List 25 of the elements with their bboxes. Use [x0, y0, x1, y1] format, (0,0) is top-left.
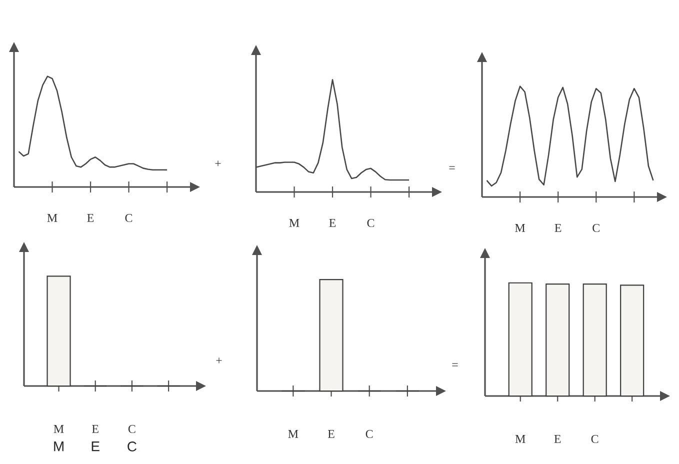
x-tick-label: C — [592, 224, 600, 232]
x-tick-label: E — [554, 224, 562, 232]
x-tick-label: M — [47, 214, 58, 222]
text: E — [92, 442, 100, 452]
x-tick-label: E — [87, 214, 94, 222]
text: + — [215, 160, 221, 166]
text: = — [449, 166, 455, 170]
x-tick-label: M — [515, 435, 526, 443]
text: M — [54, 442, 64, 452]
x-tick-label: C — [366, 430, 373, 438]
x-tick-label: C — [128, 425, 136, 434]
x-tick-label: C — [125, 214, 132, 222]
x-tick-label: M — [515, 224, 526, 232]
x-tick-label: M — [54, 425, 64, 433]
x-tick-label: E — [328, 430, 334, 438]
x-tick-label: E — [92, 425, 98, 433]
x-tick-label: E — [329, 219, 336, 227]
text: + — [216, 358, 222, 364]
x-tick-label: M — [288, 430, 298, 438]
x-tick-label: M — [289, 219, 300, 227]
x-tick-label: E — [554, 435, 561, 443]
x-tick-label: C — [591, 435, 598, 444]
text: = — [452, 363, 458, 366]
text: C — [128, 442, 136, 452]
x-tick-label: C — [367, 219, 374, 228]
